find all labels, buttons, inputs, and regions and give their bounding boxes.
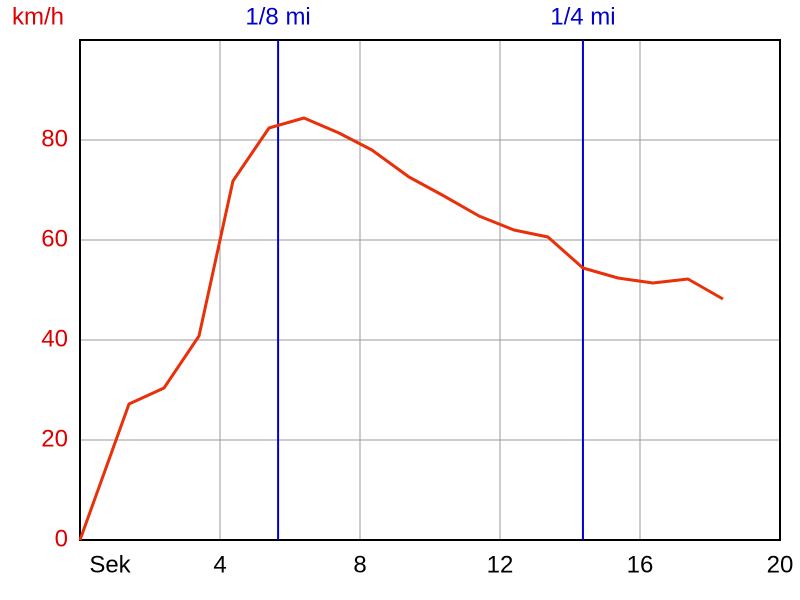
plot-frame — [79, 39, 781, 541]
y-axis-label: km/h — [12, 3, 64, 30]
y-tick-label: 60 — [41, 225, 68, 252]
speed-line — [78, 116, 724, 541]
x-axis-label: Sek — [89, 551, 131, 578]
x-tick-label: 4 — [213, 551, 226, 578]
y-tick-label: 80 — [41, 125, 68, 152]
x-tick-label: 12 — [487, 551, 514, 578]
y-tick-label: 20 — [41, 425, 68, 452]
y-tick-label: 40 — [41, 325, 68, 352]
x-tick-label: 16 — [627, 551, 654, 578]
y-tick-label: 0 — [55, 525, 68, 552]
distance-marker-label: 1/4 mi — [550, 3, 615, 30]
x-tick-label: 20 — [767, 551, 794, 578]
distance-marker-label: 1/8 mi — [245, 3, 310, 30]
x-tick-label: 8 — [353, 551, 366, 578]
